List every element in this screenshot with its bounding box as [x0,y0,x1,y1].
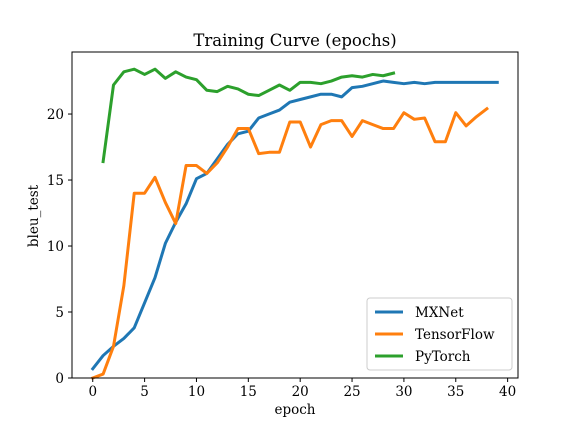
x-tick-label: 15 [240,384,257,400]
x-tick-label: 10 [188,384,205,400]
x-axis-label: epoch [274,402,315,418]
legend: MXNet TensorFlow PyTorch [366,297,513,371]
y-axis-label: bleu_test [26,184,42,247]
y-tick-label: 20 [47,107,64,123]
series-line-pytorch [101,67,396,164]
chart-title: Training Curve (epochs) [193,31,396,50]
x-tick-label: 30 [395,384,412,400]
y-tick-label: 5 [55,305,64,321]
x-tick-label: 35 [447,384,464,400]
legend-label-mxnet: MXNet [415,305,464,321]
axes-frame [71,51,519,379]
y-tick-label: 15 [47,173,64,189]
x-tick-label: 0 [88,384,97,400]
y-tick-label: 0 [55,371,64,387]
x-tick-label: 20 [292,384,309,400]
x-tick-label: 25 [343,384,360,400]
legend-label-pytorch: PyTorch [415,349,471,365]
x-tick-label: 5 [140,384,149,400]
x-tick-label: 40 [499,384,516,400]
series-line-tensorflow [90,106,489,380]
y-tick-label: 10 [47,239,64,255]
series-line-mxnet [90,79,499,371]
legend-label-tensorflow: TensorFlow [415,327,495,343]
plot-area: 0 5 10 15 20 25 30 35 40 0 5 10 15 20 [47,51,519,400]
legend-box [366,297,513,371]
